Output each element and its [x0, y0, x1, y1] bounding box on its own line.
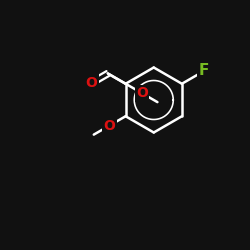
Text: O: O	[86, 76, 98, 90]
Text: O: O	[104, 119, 115, 132]
Text: O: O	[136, 86, 148, 100]
Text: F: F	[199, 64, 209, 78]
